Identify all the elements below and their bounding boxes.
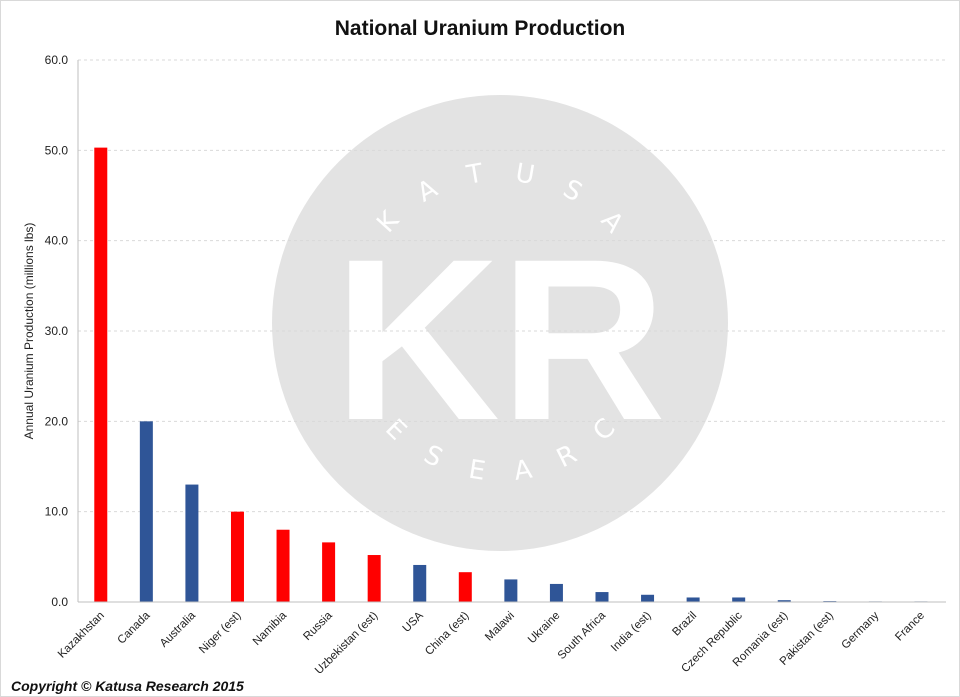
y-tick-label: 20.0 bbox=[45, 414, 69, 428]
bar bbox=[230, 511, 244, 602]
x-axis: Kazakhstan Canada Australia Niger (est) Nami… bbox=[56, 601, 946, 677]
x-tick-label: Russia bbox=[301, 609, 335, 643]
x-tick-label: Brazil bbox=[670, 610, 699, 639]
x-tick-label: Australia bbox=[158, 609, 199, 650]
x-tick-label: China (est) bbox=[423, 610, 471, 658]
watermark-circle bbox=[272, 95, 728, 551]
y-tick-label: 60.0 bbox=[45, 53, 69, 67]
watermark-top-letter: U bbox=[513, 158, 537, 191]
bar bbox=[641, 594, 655, 602]
y-tick-label: 10.0 bbox=[45, 505, 69, 519]
x-tick-label: Canada bbox=[115, 609, 152, 646]
bar bbox=[549, 583, 563, 602]
bar bbox=[458, 572, 472, 602]
bar bbox=[139, 421, 153, 602]
y-tick-label: 50.0 bbox=[45, 143, 69, 157]
x-tick-label: South Africa bbox=[556, 609, 609, 662]
x-tick-label: France bbox=[893, 610, 927, 644]
bar bbox=[732, 597, 746, 602]
y-axis: 0.0 10.0 20.0 30.0 40.0 50.0 60.0 bbox=[45, 53, 79, 609]
x-tick-label: Ukraine bbox=[526, 610, 563, 647]
bar bbox=[276, 529, 290, 602]
x-tick-label: Kazakhstan bbox=[56, 610, 107, 661]
copyright-text: Copyright © Katusa Research 2015 bbox=[11, 678, 244, 694]
watermark-bottom-letter: A bbox=[512, 454, 534, 486]
y-tick-label: 40.0 bbox=[45, 234, 69, 248]
x-tick-label: USA bbox=[401, 609, 426, 634]
bar bbox=[94, 147, 108, 602]
y-tick-label: 30.0 bbox=[45, 324, 69, 338]
bars bbox=[94, 147, 928, 602]
bar bbox=[504, 579, 518, 602]
x-tick-label: Germany bbox=[840, 609, 882, 651]
bar bbox=[413, 564, 427, 602]
gridlines bbox=[78, 59, 946, 513]
y-tick-label: 0.0 bbox=[51, 595, 68, 609]
bar bbox=[322, 542, 336, 602]
y-axis-label: Annual Uranium Production (millions lbs) bbox=[22, 223, 36, 440]
watermark-top-letter: T bbox=[464, 158, 486, 190]
bar bbox=[185, 484, 199, 602]
bar bbox=[595, 592, 609, 602]
watermark-bottom-letter: E bbox=[467, 455, 488, 487]
x-tick-label: India (est) bbox=[609, 610, 654, 655]
x-tick-label: Niger (est) bbox=[197, 610, 244, 657]
bar bbox=[367, 555, 381, 602]
x-tick-label: Malawi bbox=[483, 610, 517, 644]
chart-title: National Uranium Production bbox=[335, 17, 626, 40]
bar bbox=[686, 597, 700, 602]
x-tick-label: Namibia bbox=[251, 609, 290, 648]
bar bbox=[777, 600, 791, 602]
watermark-kr: KR bbox=[334, 211, 666, 468]
